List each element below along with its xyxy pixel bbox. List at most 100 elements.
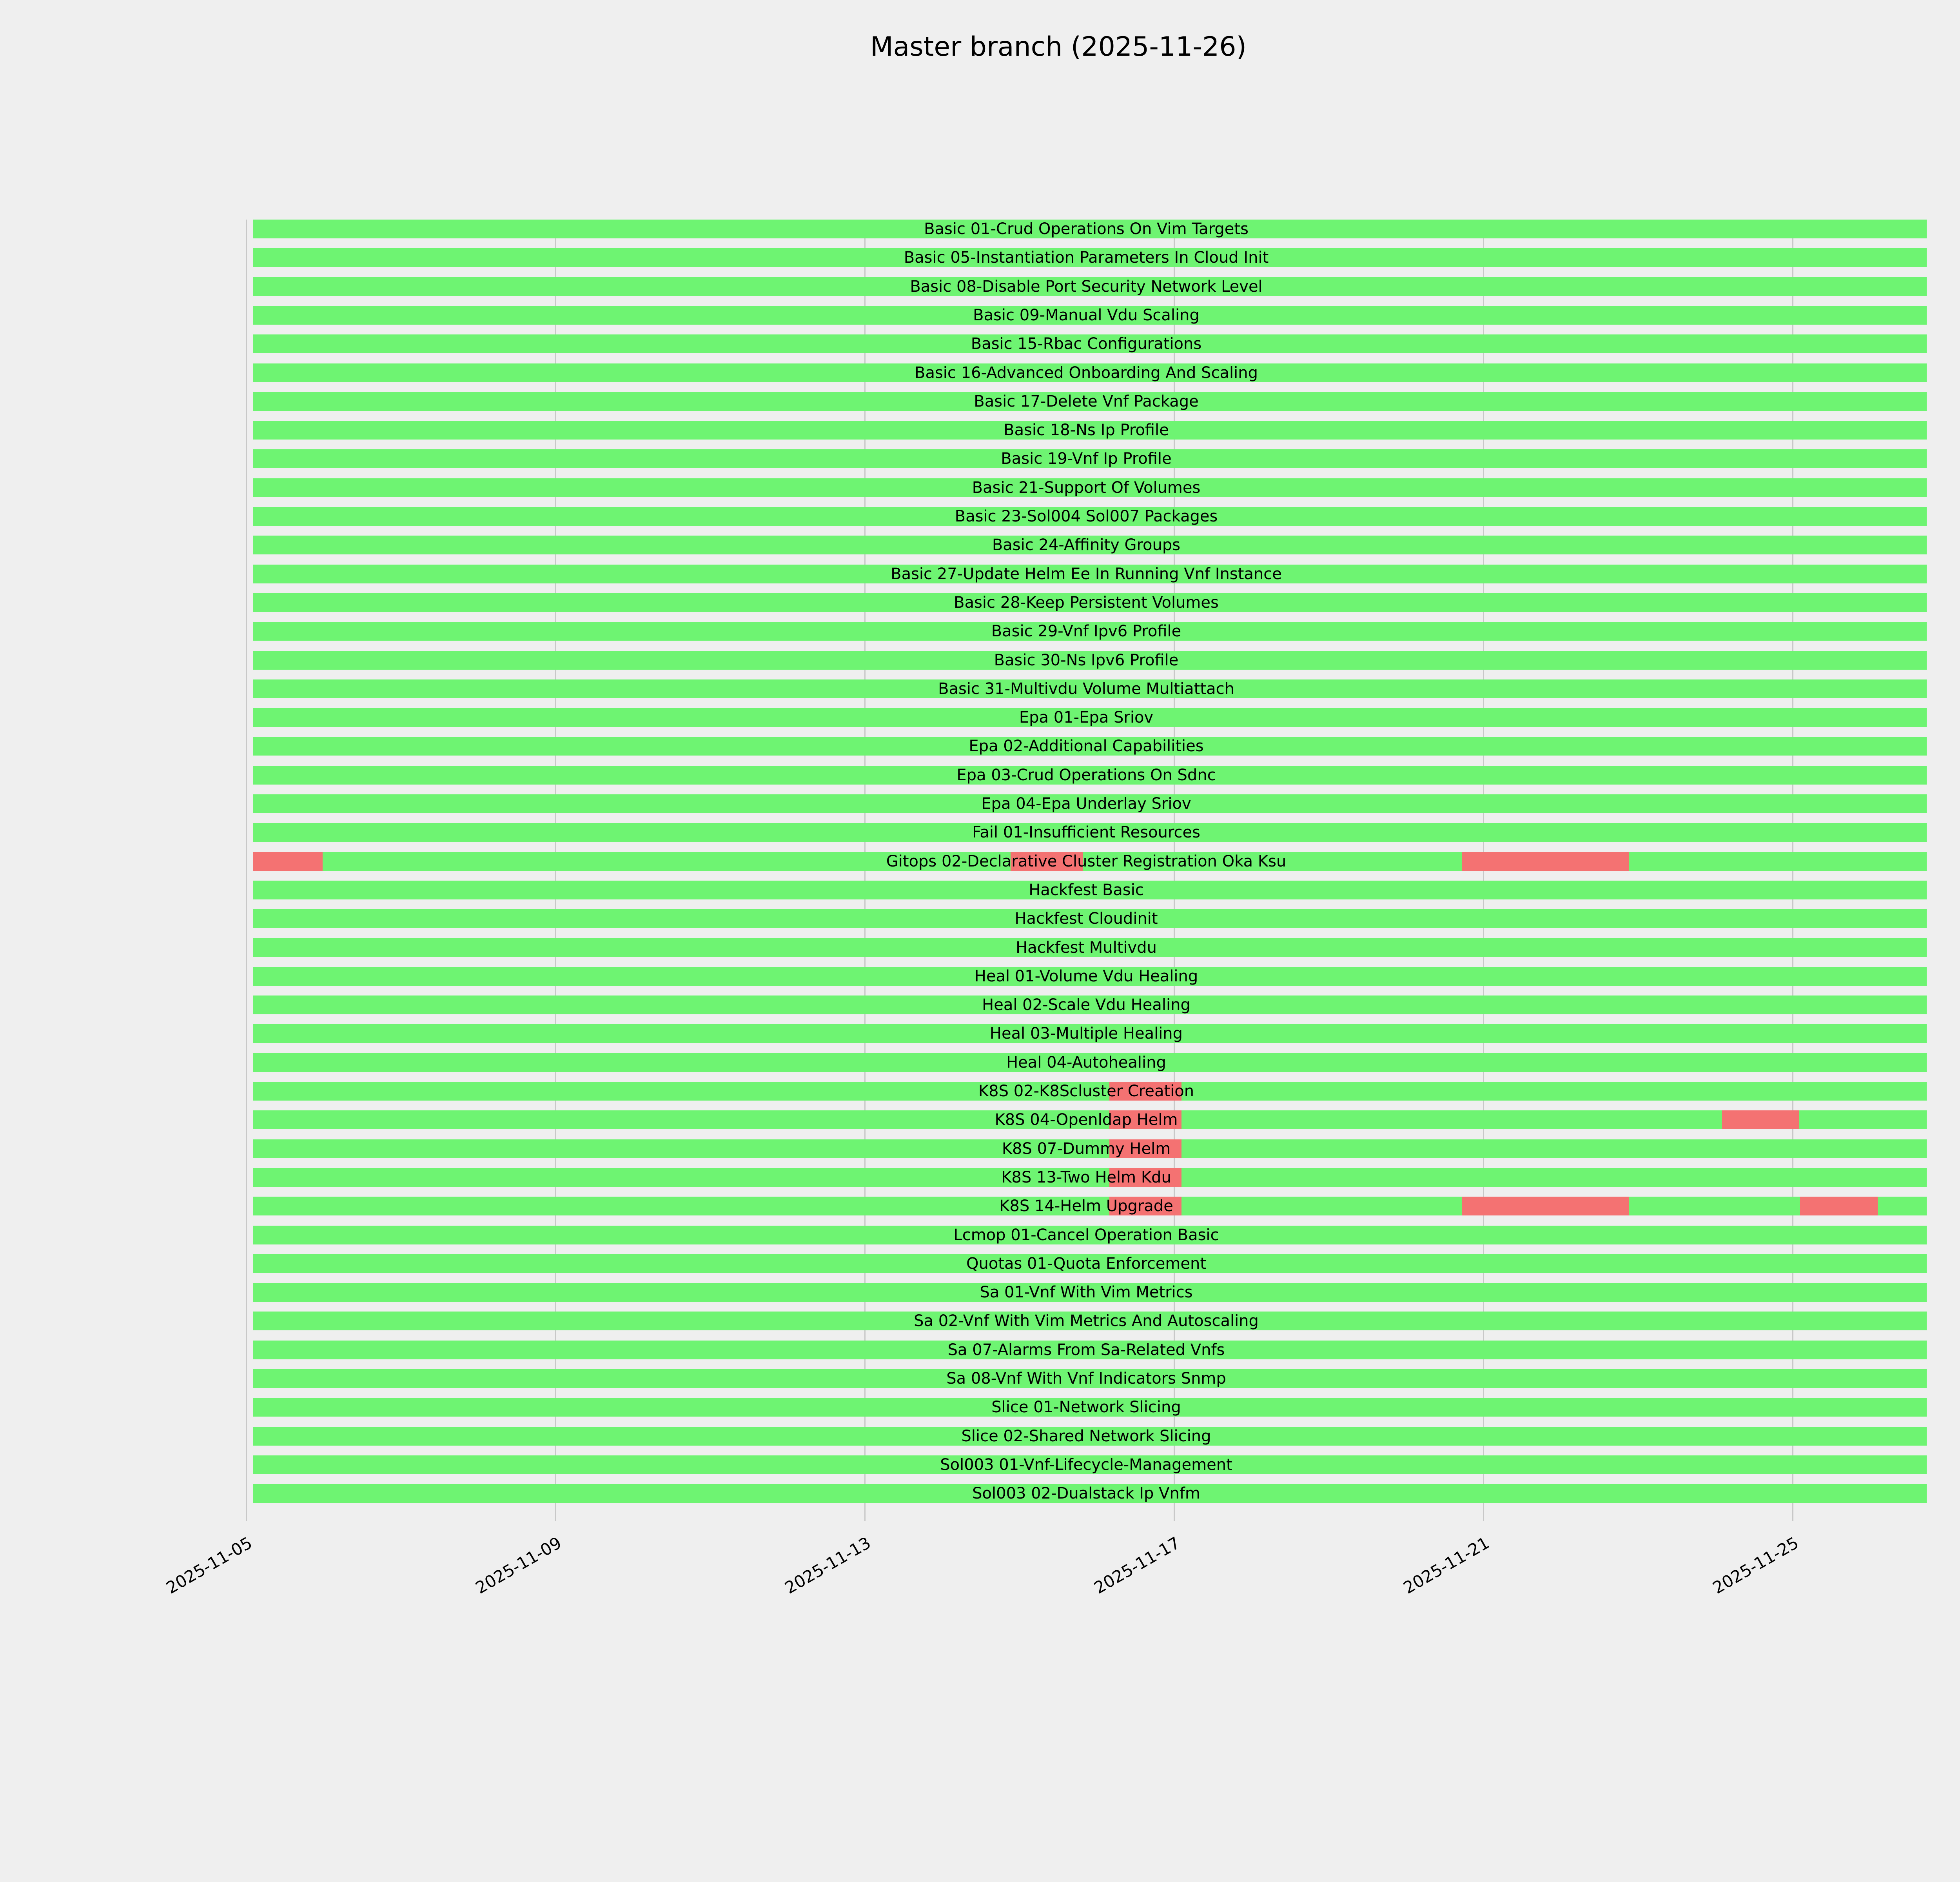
bar-segment-pass[interactable] [253, 536, 1927, 554]
bar-row[interactable]: Basic 19-Vnf Ip Profile [246, 449, 1927, 468]
bar-segment-pass[interactable] [253, 1341, 1927, 1359]
bar-row[interactable]: Hackfest Multivdu [246, 938, 1927, 957]
bar-segment-pass[interactable] [253, 967, 1927, 986]
bar-segment-pass[interactable] [253, 737, 1927, 756]
bar-segment-fail[interactable] [253, 852, 323, 871]
bar-row[interactable]: Basic 01-Crud Operations On Vim Targets [246, 220, 1927, 238]
bar-segment-pass[interactable] [253, 334, 1927, 353]
bar-segment-pass[interactable] [1799, 1110, 1927, 1129]
bar-row[interactable]: Basic 31-Multivdu Volume Multiattach [246, 679, 1927, 698]
bar-segment-pass[interactable] [1181, 1110, 1722, 1129]
bar-row[interactable]: Basic 05-Instantiation Parameters In Clo… [246, 248, 1927, 267]
bar-segment-pass[interactable] [253, 220, 1927, 238]
bar-row[interactable]: Sol003 01-Vnf-Lifecycle-Management [246, 1455, 1927, 1474]
bar-row[interactable]: Basic 29-Vnf Ipv6 Profile [246, 622, 1927, 641]
bar-row[interactable]: Hackfest Basic [246, 881, 1927, 899]
bar-segment-pass[interactable] [253, 1484, 1927, 1503]
bar-row[interactable]: Epa 04-Epa Underlay Sriov [246, 794, 1927, 813]
bar-segment-pass[interactable] [253, 1455, 1927, 1474]
bar-segment-pass[interactable] [1629, 1197, 1800, 1215]
bar-segment-pass[interactable] [1629, 852, 1927, 871]
bar-row[interactable]: Lcmop 01-Cancel Operation Basic [246, 1226, 1927, 1244]
bar-row[interactable]: Basic 21-Support Of Volumes [246, 478, 1927, 497]
bar-segment-pass[interactable] [253, 363, 1927, 382]
bar-segment-pass[interactable] [253, 1283, 1927, 1302]
bar-segment-pass[interactable] [253, 651, 1927, 670]
bar-row[interactable]: Hackfest Cloudinit [246, 909, 1927, 928]
bar-row[interactable]: Slice 02-Shared Network Slicing [246, 1427, 1927, 1446]
bar-row[interactable]: Basic 15-Rbac Configurations [246, 334, 1927, 353]
bar-row[interactable]: Basic 16-Advanced Onboarding And Scaling [246, 363, 1927, 382]
bar-segment-pass[interactable] [1878, 1197, 1927, 1215]
bar-segment-fail[interactable] [1109, 1139, 1181, 1158]
bar-segment-pass[interactable] [253, 823, 1927, 842]
bar-segment-pass[interactable] [253, 1226, 1927, 1244]
bar-segment-pass[interactable] [1181, 1082, 1927, 1101]
bar-segment-pass[interactable] [253, 708, 1927, 727]
bar-segment-pass[interactable] [253, 421, 1927, 440]
bar-segment-fail[interactable] [1462, 1197, 1629, 1215]
bar-segment-pass[interactable] [253, 478, 1927, 497]
bar-segment-pass[interactable] [253, 565, 1927, 583]
bar-segment-pass[interactable] [253, 766, 1927, 785]
bar-segment-pass[interactable] [253, 909, 1927, 928]
bar-row[interactable]: Heal 04-Autohealing [246, 1053, 1927, 1072]
bar-row[interactable]: Heal 01-Volume Vdu Healing [246, 967, 1927, 986]
bar-segment-pass[interactable] [253, 593, 1927, 612]
bar-row[interactable]: Gitops 02-Declarative Cluster Registrati… [246, 852, 1927, 871]
bar-row[interactable]: K8S 13-Two Helm Kdu [246, 1168, 1927, 1187]
bar-segment-pass[interactable] [253, 1053, 1927, 1072]
bar-segment-pass[interactable] [253, 1024, 1927, 1043]
bar-segment-pass[interactable] [253, 449, 1927, 468]
bar-segment-pass[interactable] [323, 852, 1011, 871]
bar-segment-pass[interactable] [253, 938, 1927, 957]
bar-row[interactable]: Sol003 02-Dualstack Ip Vnfm [246, 1484, 1927, 1503]
bar-segment-pass[interactable] [253, 1197, 1109, 1215]
bar-row[interactable]: Basic 23-Sol004 Sol007 Packages [246, 507, 1927, 526]
bar-segment-fail[interactable] [1011, 852, 1083, 871]
bar-row[interactable]: Basic 18-Ns Ip Profile [246, 421, 1927, 440]
bar-segment-pass[interactable] [253, 881, 1927, 899]
bar-row[interactable]: Basic 27-Update Helm Ee In Running Vnf I… [246, 565, 1927, 583]
bar-segment-pass[interactable] [253, 995, 1927, 1014]
bar-segment-pass[interactable] [253, 1254, 1927, 1273]
bar-segment-pass[interactable] [253, 1168, 1109, 1187]
bar-segment-fail[interactable] [1109, 1082, 1181, 1101]
bar-segment-pass[interactable] [253, 277, 1927, 296]
bar-row[interactable]: Sa 08-Vnf With Vnf Indicators Snmp [246, 1369, 1927, 1388]
bar-segment-fail[interactable] [1109, 1110, 1181, 1129]
bar-segment-pass[interactable] [253, 1427, 1927, 1446]
bar-segment-pass[interactable] [253, 794, 1927, 813]
bar-row[interactable]: Basic 09-Manual Vdu Scaling [246, 306, 1927, 325]
bar-segment-pass[interactable] [1181, 1197, 1462, 1215]
bar-segment-pass[interactable] [253, 392, 1927, 411]
bar-segment-pass[interactable] [253, 679, 1927, 698]
bar-segment-pass[interactable] [253, 507, 1927, 526]
bar-segment-fail[interactable] [1109, 1197, 1181, 1215]
bar-segment-pass[interactable] [253, 306, 1927, 325]
bar-row[interactable]: K8S 02-K8Scluster Creation [246, 1082, 1927, 1101]
bar-segment-pass[interactable] [253, 248, 1927, 267]
bar-segment-fail[interactable] [1800, 1197, 1878, 1215]
bar-row[interactable]: Heal 02-Scale Vdu Healing [246, 995, 1927, 1014]
bar-segment-fail[interactable] [1109, 1168, 1181, 1187]
bar-row[interactable]: K8S 07-Dummy Helm [246, 1139, 1927, 1158]
bar-row[interactable]: Basic 24-Affinity Groups [246, 536, 1927, 554]
bar-row[interactable]: Sa 07-Alarms From Sa-Related Vnfs [246, 1341, 1927, 1359]
bar-segment-fail[interactable] [1722, 1110, 1799, 1129]
bar-row[interactable]: K8S 14-Helm Upgrade [246, 1197, 1927, 1215]
bar-row[interactable]: Quotas 01-Quota Enforcement [246, 1254, 1927, 1273]
bar-segment-pass[interactable] [253, 1369, 1927, 1388]
bar-segment-pass[interactable] [1181, 1168, 1927, 1187]
bar-row[interactable]: Slice 01-Network Slicing [246, 1398, 1927, 1417]
bar-segment-fail[interactable] [1462, 852, 1629, 871]
bar-segment-pass[interactable] [1083, 852, 1462, 871]
bar-row[interactable]: K8S 04-Openldap Helm [246, 1110, 1927, 1129]
bar-row[interactable]: Basic 30-Ns Ipv6 Profile [246, 651, 1927, 670]
bar-row[interactable]: Epa 03-Crud Operations On Sdnc [246, 766, 1927, 785]
bar-segment-pass[interactable] [253, 1082, 1109, 1101]
bar-segment-pass[interactable] [253, 1110, 1109, 1129]
bar-segment-pass[interactable] [1181, 1139, 1927, 1158]
bar-segment-pass[interactable] [253, 1139, 1109, 1158]
bar-row[interactable]: Basic 08-Disable Port Security Network L… [246, 277, 1927, 296]
